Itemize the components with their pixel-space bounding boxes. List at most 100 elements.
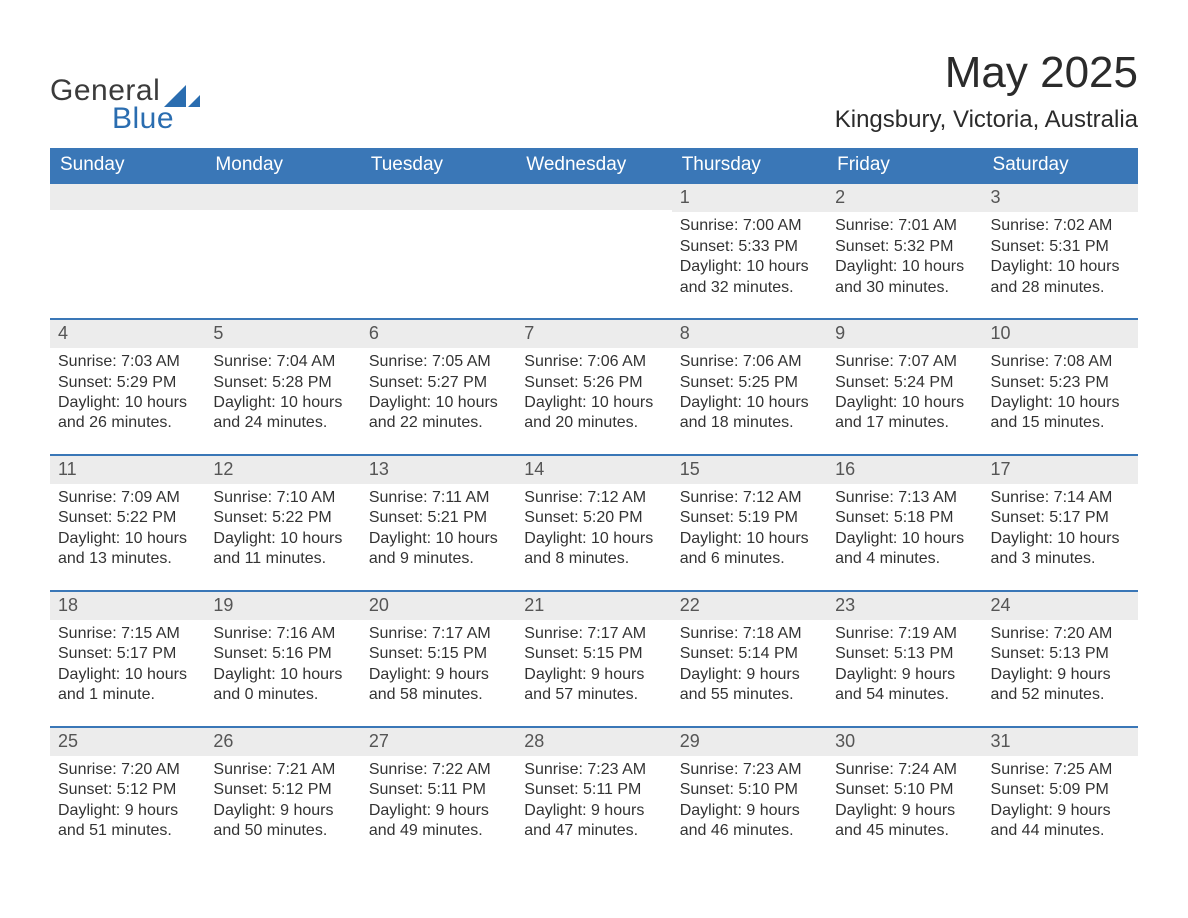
sunset-text: Sunset: 5:12 PM xyxy=(213,780,352,800)
day-cell: 5Sunrise: 7:04 AMSunset: 5:28 PMDaylight… xyxy=(205,319,360,455)
daylight-text: Daylight: 10 hours and 22 minutes. xyxy=(369,393,508,434)
sunrise-text: Sunrise: 7:21 AM xyxy=(213,760,352,780)
day-details: Sunrise: 7:13 AMSunset: 5:18 PMDaylight:… xyxy=(827,484,982,590)
day-details: Sunrise: 7:21 AMSunset: 5:12 PMDaylight:… xyxy=(205,756,360,862)
sunrise-text: Sunrise: 7:02 AM xyxy=(991,216,1130,236)
day-number: 8 xyxy=(672,320,827,348)
day-cell: 3Sunrise: 7:02 AMSunset: 5:31 PMDaylight… xyxy=(983,184,1138,319)
header-row: General Blue May 2025 Kingsbury, Victori… xyxy=(50,50,1138,134)
day-cell: 9Sunrise: 7:07 AMSunset: 5:24 PMDaylight… xyxy=(827,319,982,455)
day-number: 23 xyxy=(827,592,982,620)
sunset-text: Sunset: 5:17 PM xyxy=(991,508,1130,528)
day-cell: 28Sunrise: 7:23 AMSunset: 5:11 PMDayligh… xyxy=(516,727,671,862)
day-details: Sunrise: 7:01 AMSunset: 5:32 PMDaylight:… xyxy=(827,212,982,318)
sunset-text: Sunset: 5:23 PM xyxy=(991,373,1130,393)
day-details: Sunrise: 7:18 AMSunset: 5:14 PMDaylight:… xyxy=(672,620,827,726)
day-number: 27 xyxy=(361,728,516,756)
sunset-text: Sunset: 5:27 PM xyxy=(369,373,508,393)
day-cell: 15Sunrise: 7:12 AMSunset: 5:19 PMDayligh… xyxy=(672,455,827,591)
day-cell: 4Sunrise: 7:03 AMSunset: 5:29 PMDaylight… xyxy=(50,319,205,455)
day-details xyxy=(205,210,360,308)
sunset-text: Sunset: 5:25 PM xyxy=(680,373,819,393)
sunrise-text: Sunrise: 7:15 AM xyxy=(58,624,197,644)
calendar-thead: Sunday Monday Tuesday Wednesday Thursday… xyxy=(50,148,1138,184)
day-number: 24 xyxy=(983,592,1138,620)
sunrise-text: Sunrise: 7:05 AM xyxy=(369,352,508,372)
sunrise-text: Sunrise: 7:10 AM xyxy=(213,488,352,508)
day-number: 12 xyxy=(205,456,360,484)
daylight-text: Daylight: 10 hours and 18 minutes. xyxy=(680,393,819,434)
sunrise-text: Sunrise: 7:17 AM xyxy=(369,624,508,644)
brand-logo: General Blue xyxy=(50,75,200,134)
sunrise-text: Sunrise: 7:24 AM xyxy=(835,760,974,780)
daylight-text: Daylight: 9 hours and 49 minutes. xyxy=(369,801,508,842)
daylight-text: Daylight: 9 hours and 45 minutes. xyxy=(835,801,974,842)
weekday-header: Tuesday xyxy=(361,148,516,184)
sunrise-text: Sunrise: 7:17 AM xyxy=(524,624,663,644)
day-number: 28 xyxy=(516,728,671,756)
sunset-text: Sunset: 5:32 PM xyxy=(835,237,974,257)
sunset-text: Sunset: 5:10 PM xyxy=(835,780,974,800)
day-number: 18 xyxy=(50,592,205,620)
sunset-text: Sunset: 5:16 PM xyxy=(213,644,352,664)
day-details: Sunrise: 7:24 AMSunset: 5:10 PMDaylight:… xyxy=(827,756,982,862)
day-number: 21 xyxy=(516,592,671,620)
day-cell xyxy=(361,184,516,319)
daylight-text: Daylight: 10 hours and 20 minutes. xyxy=(524,393,663,434)
day-cell xyxy=(50,184,205,319)
day-details: Sunrise: 7:19 AMSunset: 5:13 PMDaylight:… xyxy=(827,620,982,726)
day-number xyxy=(516,184,671,210)
day-number: 11 xyxy=(50,456,205,484)
day-cell: 8Sunrise: 7:06 AMSunset: 5:25 PMDaylight… xyxy=(672,319,827,455)
day-cell: 7Sunrise: 7:06 AMSunset: 5:26 PMDaylight… xyxy=(516,319,671,455)
day-cell: 18Sunrise: 7:15 AMSunset: 5:17 PMDayligh… xyxy=(50,591,205,727)
day-cell: 30Sunrise: 7:24 AMSunset: 5:10 PMDayligh… xyxy=(827,727,982,862)
day-number: 3 xyxy=(983,184,1138,212)
sunset-text: Sunset: 5:15 PM xyxy=(369,644,508,664)
day-details: Sunrise: 7:05 AMSunset: 5:27 PMDaylight:… xyxy=(361,348,516,454)
day-details: Sunrise: 7:06 AMSunset: 5:26 PMDaylight:… xyxy=(516,348,671,454)
daylight-text: Daylight: 10 hours and 3 minutes. xyxy=(991,529,1130,570)
week-row: 18Sunrise: 7:15 AMSunset: 5:17 PMDayligh… xyxy=(50,591,1138,727)
sunset-text: Sunset: 5:26 PM xyxy=(524,373,663,393)
day-details: Sunrise: 7:22 AMSunset: 5:11 PMDaylight:… xyxy=(361,756,516,862)
day-number: 4 xyxy=(50,320,205,348)
day-details xyxy=(50,210,205,308)
day-number xyxy=(361,184,516,210)
week-row: 11Sunrise: 7:09 AMSunset: 5:22 PMDayligh… xyxy=(50,455,1138,591)
sunrise-text: Sunrise: 7:04 AM xyxy=(213,352,352,372)
day-cell: 22Sunrise: 7:18 AMSunset: 5:14 PMDayligh… xyxy=(672,591,827,727)
daylight-text: Daylight: 9 hours and 52 minutes. xyxy=(991,665,1130,706)
day-number: 20 xyxy=(361,592,516,620)
day-number: 29 xyxy=(672,728,827,756)
sunset-text: Sunset: 5:22 PM xyxy=(58,508,197,528)
daylight-text: Daylight: 9 hours and 47 minutes. xyxy=(524,801,663,842)
day-cell: 23Sunrise: 7:19 AMSunset: 5:13 PMDayligh… xyxy=(827,591,982,727)
day-number: 15 xyxy=(672,456,827,484)
day-cell xyxy=(516,184,671,319)
daylight-text: Daylight: 10 hours and 8 minutes. xyxy=(524,529,663,570)
day-cell: 21Sunrise: 7:17 AMSunset: 5:15 PMDayligh… xyxy=(516,591,671,727)
day-details: Sunrise: 7:10 AMSunset: 5:22 PMDaylight:… xyxy=(205,484,360,590)
sunrise-text: Sunrise: 7:01 AM xyxy=(835,216,974,236)
daylight-text: Daylight: 10 hours and 6 minutes. xyxy=(680,529,819,570)
weekday-header: Sunday xyxy=(50,148,205,184)
day-number: 5 xyxy=(205,320,360,348)
sunrise-text: Sunrise: 7:22 AM xyxy=(369,760,508,780)
day-cell: 16Sunrise: 7:13 AMSunset: 5:18 PMDayligh… xyxy=(827,455,982,591)
day-cell: 26Sunrise: 7:21 AMSunset: 5:12 PMDayligh… xyxy=(205,727,360,862)
sunset-text: Sunset: 5:20 PM xyxy=(524,508,663,528)
sunset-text: Sunset: 5:13 PM xyxy=(991,644,1130,664)
daylight-text: Daylight: 10 hours and 9 minutes. xyxy=(369,529,508,570)
day-number: 17 xyxy=(983,456,1138,484)
day-details: Sunrise: 7:11 AMSunset: 5:21 PMDaylight:… xyxy=(361,484,516,590)
location-text: Kingsbury, Victoria, Australia xyxy=(835,106,1138,134)
day-cell: 29Sunrise: 7:23 AMSunset: 5:10 PMDayligh… xyxy=(672,727,827,862)
day-details: Sunrise: 7:07 AMSunset: 5:24 PMDaylight:… xyxy=(827,348,982,454)
day-cell: 10Sunrise: 7:08 AMSunset: 5:23 PMDayligh… xyxy=(983,319,1138,455)
sunset-text: Sunset: 5:11 PM xyxy=(524,780,663,800)
day-number: 9 xyxy=(827,320,982,348)
day-cell: 13Sunrise: 7:11 AMSunset: 5:21 PMDayligh… xyxy=(361,455,516,591)
weekday-header: Saturday xyxy=(983,148,1138,184)
day-details: Sunrise: 7:17 AMSunset: 5:15 PMDaylight:… xyxy=(361,620,516,726)
